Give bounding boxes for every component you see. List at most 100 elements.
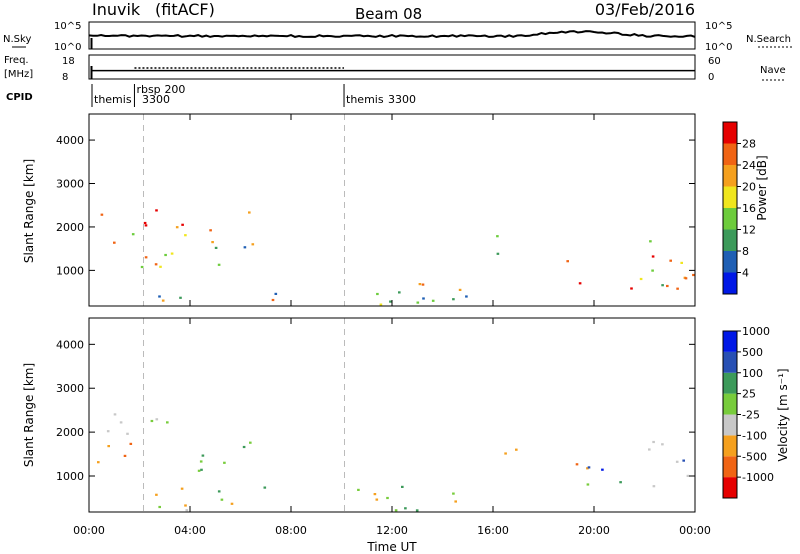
velocity-colorbar: -1000 -500 -100 -25 25 100 500 1000 xyxy=(722,325,774,499)
colorbar-swatch xyxy=(723,251,737,273)
velocity-colorbar-label: Velocity [m s⁻¹] xyxy=(776,368,790,461)
heat-cell xyxy=(422,297,425,300)
nsky-trace xyxy=(88,30,696,39)
heat-cell xyxy=(211,241,214,244)
nave-label: Nave xyxy=(760,65,786,76)
heat-cell xyxy=(217,263,221,266)
freq-label: Freq. xyxy=(4,55,29,66)
heat-cell xyxy=(586,467,589,470)
heat-cell xyxy=(651,255,655,258)
y-tick-label: 1000 xyxy=(56,470,84,483)
heat-cell xyxy=(416,301,420,304)
y-tick-label: 2000 xyxy=(56,221,84,234)
colorbar-swatch xyxy=(723,229,737,251)
heat-cell xyxy=(131,233,135,236)
time-tick-label: 00:00 xyxy=(679,524,711,537)
heat-cell xyxy=(263,486,267,489)
power-frame xyxy=(88,113,696,307)
heat-cell xyxy=(661,284,664,287)
y-tick-label: 2000 xyxy=(56,426,84,439)
heat-cell xyxy=(398,291,401,294)
cpid-label: CPID xyxy=(6,92,33,103)
heat-cell xyxy=(144,256,148,259)
colorbar-tick-label: 1000 xyxy=(742,325,770,338)
heat-cell xyxy=(357,488,360,491)
heat-cell xyxy=(243,246,247,249)
velocity-x-axis: 00:00 04:00 08:00 12:00 16:00 20:00 00:00 xyxy=(73,318,711,537)
heat-cell xyxy=(458,288,462,291)
heat-cell xyxy=(394,509,398,512)
heat-cell xyxy=(452,492,455,495)
cpid-name-0: themis xyxy=(94,93,132,106)
heat-cell xyxy=(566,260,569,263)
heat-cell xyxy=(692,273,695,277)
heat-cell xyxy=(161,299,165,302)
heat-cell xyxy=(170,252,174,255)
heat-cell xyxy=(175,226,179,229)
velocity-ylabel: Slant Range [km] xyxy=(22,363,36,467)
heat-cell xyxy=(249,441,252,444)
heat-cell xyxy=(214,246,218,249)
cpid-code-1: 200 xyxy=(164,83,185,96)
power-panel: 1000 2000 3000 4000 Slant Range [km] 4 8 12 16… xyxy=(22,113,769,307)
heat-cell xyxy=(379,303,383,306)
heat-cell xyxy=(651,269,654,272)
heat-cell xyxy=(180,487,184,490)
colorbar-swatch xyxy=(723,143,737,165)
freq-unit-label: [MHz] xyxy=(4,69,33,80)
heat-cell xyxy=(179,296,182,299)
freq-frame xyxy=(88,54,696,80)
y-tick-label: 1000 xyxy=(56,264,84,277)
heat-cell xyxy=(123,454,127,457)
colorbar-swatch xyxy=(723,122,737,144)
heat-cell xyxy=(230,502,234,505)
heat-cell xyxy=(155,493,158,496)
mode-label: (fitACF) xyxy=(155,0,215,19)
heat-cell xyxy=(181,223,184,226)
heat-cell xyxy=(223,461,226,464)
heat-cell xyxy=(686,474,690,477)
heat-cell xyxy=(97,461,100,464)
nave-tick-high: 60 xyxy=(708,56,721,67)
colorbar-tick-label: 4 xyxy=(742,267,749,280)
heat-cell xyxy=(649,240,652,243)
y-tick-label: 4000 xyxy=(56,134,84,147)
date-label: 03/Feb/2016 xyxy=(595,0,695,19)
heat-cell xyxy=(201,454,205,457)
heat-cell xyxy=(504,452,507,455)
heat-cell xyxy=(107,445,110,448)
heat-cell xyxy=(126,432,129,435)
heat-cell xyxy=(587,466,591,469)
heat-cell xyxy=(274,292,278,295)
colorbar-swatch xyxy=(723,456,737,478)
heat-cell xyxy=(144,224,148,227)
heat-cell xyxy=(675,460,679,463)
freq-tick-high: 18 xyxy=(62,56,75,67)
heat-cell xyxy=(100,213,104,216)
heat-cell xyxy=(199,460,203,463)
y-tick-label: 3000 xyxy=(56,382,84,395)
time-tick-label: 04:00 xyxy=(174,524,206,537)
colorbar-swatch xyxy=(723,393,737,415)
time-tick-label: 08:00 xyxy=(275,524,307,537)
cpid-name-2: themis xyxy=(346,93,384,106)
colorbar-swatch xyxy=(723,351,737,373)
colorbar-tick-label: 8 xyxy=(742,245,749,258)
heat-cell xyxy=(217,490,221,493)
colorbar-tick-label: 100 xyxy=(742,367,763,380)
heat-cell xyxy=(575,463,579,466)
heat-cell xyxy=(271,298,275,302)
heat-cell xyxy=(601,468,604,471)
heat-cell xyxy=(386,496,389,500)
velocity-y-axis: 1000 2000 3000 4000 xyxy=(56,338,695,483)
heat-cell xyxy=(184,504,187,507)
heat-cell xyxy=(682,459,685,462)
colorbar-swatch xyxy=(723,414,737,436)
heat-cell xyxy=(669,259,672,262)
y-tick-label: 3000 xyxy=(56,178,84,191)
colorbar-tick-label: -100 xyxy=(742,429,767,442)
heat-cell xyxy=(639,277,643,281)
heat-cell xyxy=(106,430,110,433)
